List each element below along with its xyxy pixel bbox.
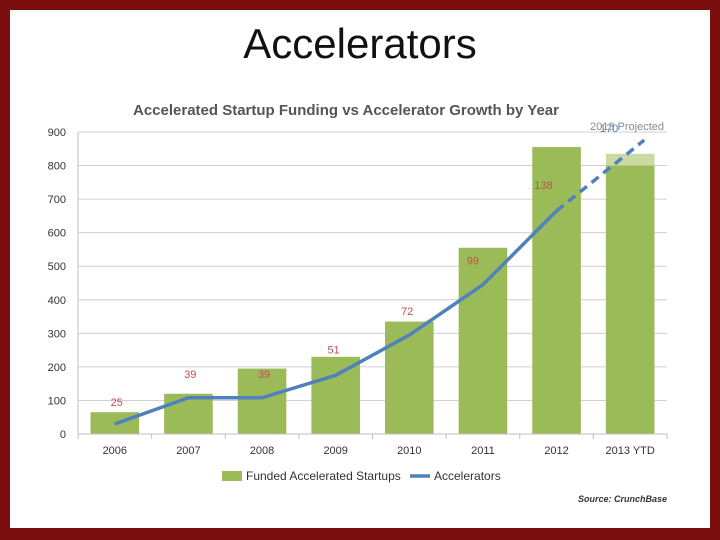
- y-tick-label: 0: [60, 429, 66, 441]
- x-tick-label: 2012: [544, 445, 568, 457]
- axes: 0 100 200 300 400 500 600 700 800 900 2006 2007 2008…: [48, 127, 668, 457]
- y-tick-label: 700: [48, 194, 66, 206]
- accelerators-line: [114, 138, 646, 426]
- y-tick-label: 300: [48, 328, 66, 340]
- bar-2008: [237, 368, 287, 434]
- accelerators-line-projected: [555, 138, 646, 213]
- y-tick-label: 800: [48, 161, 66, 173]
- slide-frame: Accelerators Accelerated Startup Funding…: [10, 10, 710, 528]
- chart: Accelerated Startup Funding vs Accelerat…: [48, 102, 668, 504]
- x-tick-label: 2011: [471, 445, 495, 457]
- x-tick-label: 2009: [323, 445, 347, 457]
- data-label-2007: 39: [184, 369, 196, 381]
- source-note: Source: CrunchBase: [578, 494, 667, 504]
- slide-title: Accelerators: [243, 20, 477, 67]
- y-tick-label: 400: [48, 295, 66, 307]
- y-tick-label: 500: [48, 261, 66, 273]
- x-tick-label: 2010: [397, 445, 421, 457]
- data-label-2013-ytd: 170: [600, 123, 618, 135]
- data-label-2011: 99: [467, 256, 479, 268]
- bar-2010: [385, 321, 434, 434]
- accelerators-line-solid: [114, 209, 558, 426]
- legend: Funded Accelerated Startups Accelerators: [222, 469, 501, 483]
- data-label-2012: 138: [534, 180, 552, 192]
- y-tick-label: 200: [48, 362, 66, 374]
- legend-label-line: Accelerators: [434, 469, 501, 483]
- x-tick-label: 2006: [103, 445, 127, 457]
- bar-2013-ytd: [605, 165, 655, 435]
- x-tick-label: 2008: [250, 445, 274, 457]
- x-tick-label: 2013 YTD: [606, 445, 655, 457]
- y-tick-label: 600: [48, 228, 66, 240]
- bar-2009: [311, 356, 360, 434]
- bar-2012: [532, 147, 581, 434]
- legend-label-bar: Funded Accelerated Startups: [246, 469, 401, 483]
- y-tick-label: 900: [48, 127, 66, 139]
- projection-label: 2013 Projected: [590, 121, 664, 133]
- bars: [90, 147, 655, 435]
- bar-2011: [458, 247, 508, 434]
- chart-title: Accelerated Startup Funding vs Accelerat…: [133, 102, 559, 119]
- data-label-2008: 39: [258, 369, 270, 381]
- data-labels: 25 39 39 51 72 99 138 170: [111, 123, 619, 409]
- x-tick-label: 2007: [176, 445, 200, 457]
- data-label-2009: 51: [327, 344, 339, 356]
- legend-swatch-bar: [222, 471, 242, 481]
- data-label-2010: 72: [401, 306, 413, 318]
- data-label-2006: 25: [111, 397, 123, 409]
- bar-2007: [164, 393, 213, 434]
- y-tick-label: 100: [48, 395, 66, 407]
